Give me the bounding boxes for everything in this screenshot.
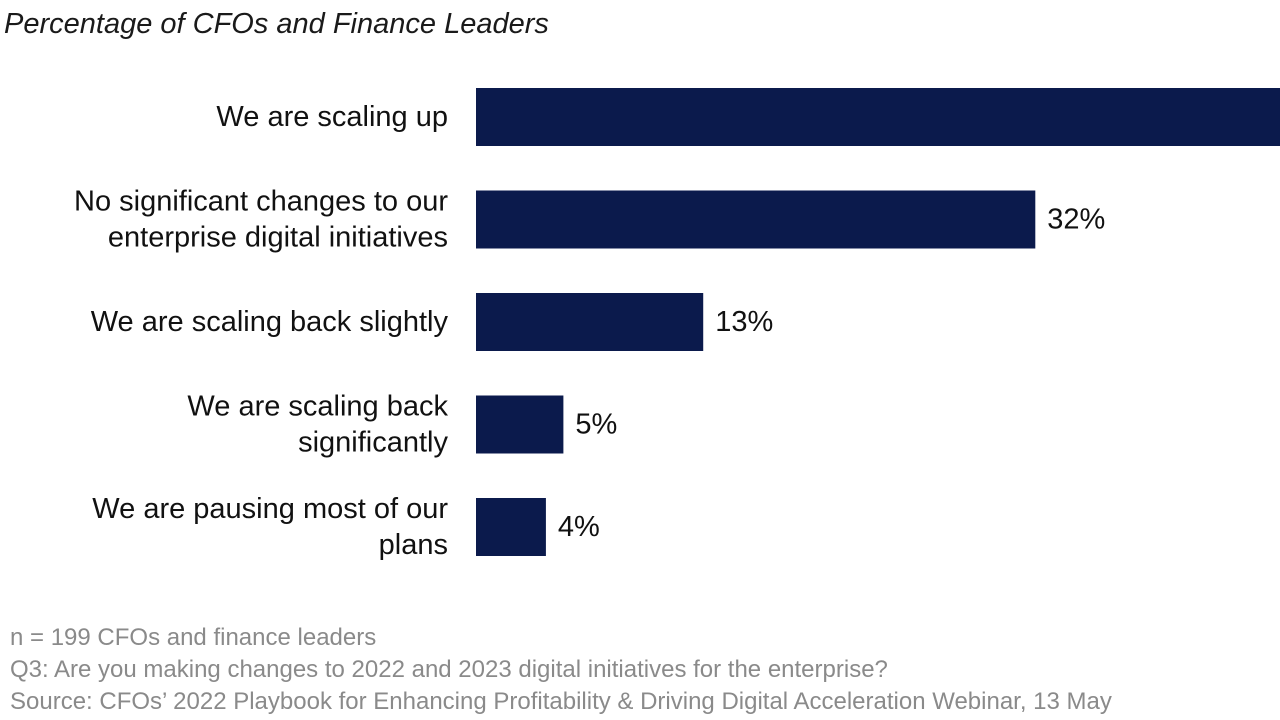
- bar-1: [476, 190, 1036, 249]
- chart-subtitle: Percentage of CFOs and Finance Leaders: [4, 8, 549, 40]
- value-label-1: 32%: [1047, 204, 1105, 236]
- category-label-line: We are scaling back slightly: [91, 306, 449, 338]
- category-label-line: plans: [379, 529, 448, 561]
- bar-0: [476, 88, 1280, 146]
- category-label-line: We are scaling back: [187, 391, 448, 423]
- category-label-line: No significant changes to our: [74, 186, 448, 218]
- value-label-2: 13%: [715, 306, 773, 338]
- category-label-4: We are pausing most of our plans: [92, 493, 448, 561]
- bar-chart: We are scaling up No significant changes …: [74, 88, 1280, 561]
- value-label-4: 4%: [558, 511, 600, 543]
- category-label-line: enterprise digital initiatives: [108, 222, 448, 254]
- category-label-line: We are pausing most of our: [92, 493, 448, 525]
- bar-3: [476, 395, 564, 454]
- source-note: Source: CFOs’ 2022 Playbook for Enhancin…: [10, 688, 1112, 715]
- bar-4: [476, 498, 546, 556]
- value-label-3: 5%: [575, 409, 617, 441]
- category-label-1: No significant changes to our enterprise …: [74, 186, 448, 254]
- category-label-line: significantly: [298, 427, 448, 459]
- category-label-3: We are scaling back significantly: [187, 391, 448, 459]
- category-label-2: We are scaling back slightly: [91, 306, 449, 338]
- bar-2: [476, 293, 704, 351]
- question-note: Q3: Are you making changes to 2022 and 2…: [10, 656, 888, 683]
- category-label-line: We are scaling up: [216, 101, 448, 133]
- sample-size-note: n = 199 CFOs and finance leaders: [10, 624, 377, 651]
- category-label-0: We are scaling up: [216, 101, 448, 133]
